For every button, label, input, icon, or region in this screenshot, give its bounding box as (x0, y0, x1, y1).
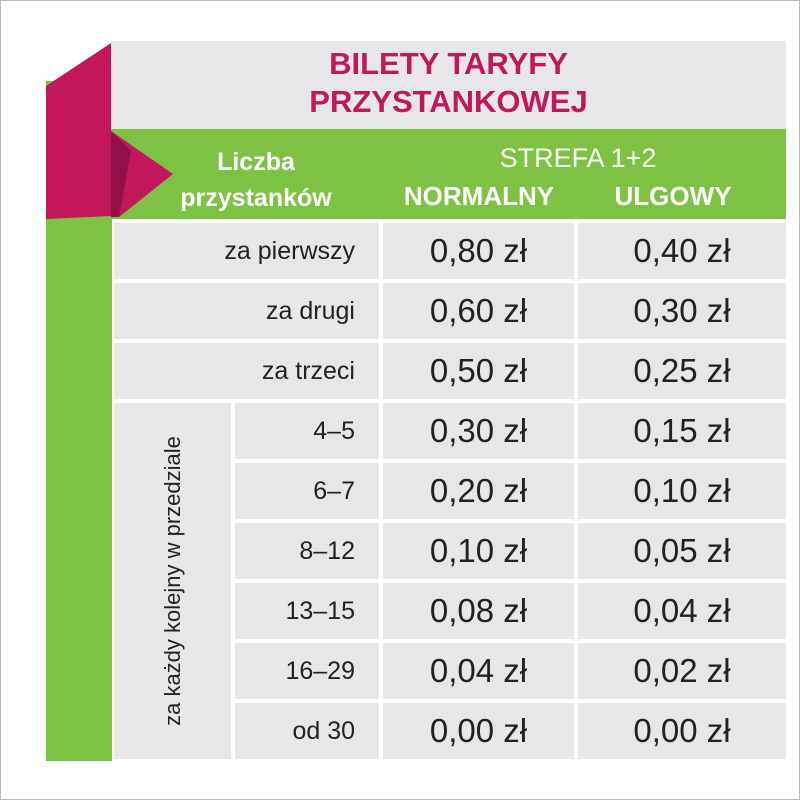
price-reduced: 0,05 zł (578, 523, 786, 579)
group-label: za każdy kolejny w przedziale (160, 436, 185, 726)
price-reduced: 0,00 zł (578, 703, 786, 759)
fold-band (46, 43, 111, 219)
row-label: 16–29 (235, 643, 379, 699)
row-label: 6–7 (235, 463, 379, 519)
price-normal: 0,20 zł (383, 463, 574, 519)
reduced-header: ULGOWY (614, 181, 732, 211)
price-reduced: 0,04 zł (578, 583, 786, 639)
price-reduced: 0,25 zł (578, 343, 786, 399)
price-normal: 0,08 zł (383, 583, 574, 639)
price-reduced: 0,30 zł (578, 283, 786, 339)
price-normal: 0,00 zł (383, 703, 574, 759)
header-text: Liczba (217, 148, 295, 176)
header-bar (111, 129, 786, 219)
row-label: 8–12 (235, 523, 379, 579)
row-label: za trzeci (114, 343, 379, 399)
row-label: za pierwszy (114, 223, 379, 279)
normal-header: NORMALNY (403, 181, 555, 211)
price-reduced: 0,15 zł (578, 403, 786, 459)
group-cell (114, 403, 231, 759)
row-label: od 30 (235, 703, 379, 759)
fold-shadow (111, 131, 131, 217)
price-normal: 0,50 zł (383, 343, 574, 399)
title: BILETY TARYFY PRZYSTANKOWEJ (111, 45, 786, 121)
price-normal: 0,10 zł (383, 523, 574, 579)
row-label: 4–5 (235, 403, 379, 459)
header-text: przystanków (180, 184, 332, 212)
price-reduced: 0,10 zł (578, 463, 786, 519)
zone-header: STREFA 1+2 (499, 143, 657, 173)
price-normal: 0,04 zł (383, 643, 574, 699)
price-normal: 0,80 zł (383, 223, 574, 279)
price-reduced: 0,40 zł (578, 223, 786, 279)
price-normal: 0,30 zł (383, 403, 574, 459)
stops-header: Liczba przystanków (151, 144, 361, 216)
price-reduced: 0,02 zł (578, 643, 786, 699)
title-line: BILETY TARYFY (329, 46, 568, 81)
row-label: 13–15 (235, 583, 379, 639)
price-normal: 0,60 zł (383, 283, 574, 339)
title-line: PRZYSTANKOWEJ (309, 84, 588, 119)
title-bar (111, 41, 786, 129)
row-label: za drugi (114, 283, 379, 339)
